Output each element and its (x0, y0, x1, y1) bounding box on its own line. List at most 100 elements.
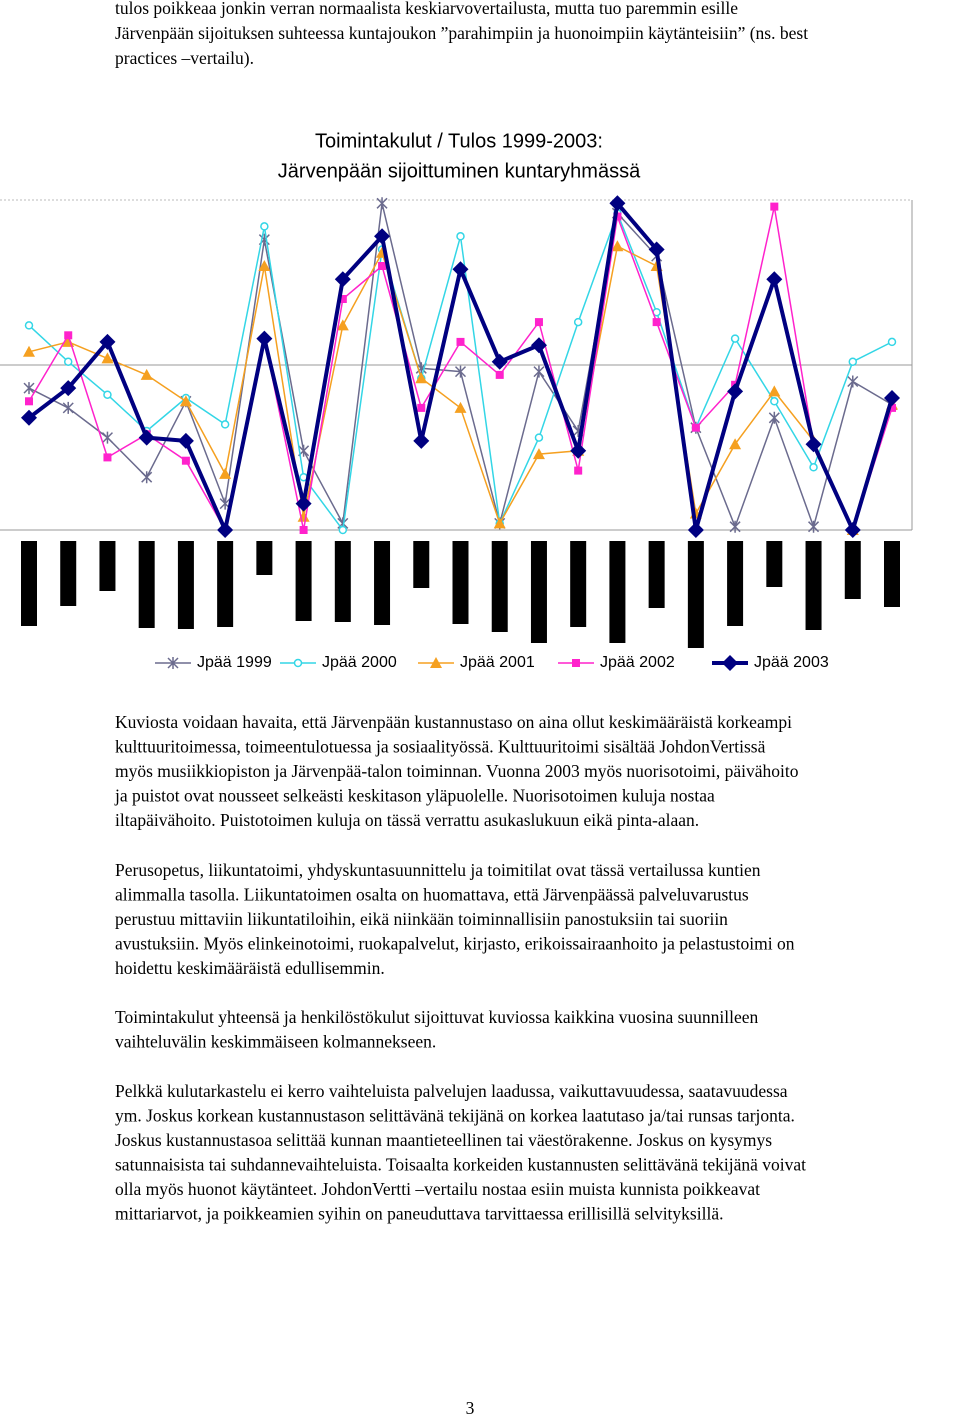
text-line: satunnaisista tai suhdannevaihteluista. … (115, 1155, 806, 1175)
marker (768, 411, 780, 424)
text-line: Joskus kustannustasoa selittää kunnan ma… (115, 1130, 772, 1150)
legend-label: Jpää 1999 (197, 654, 272, 671)
text-line: vaihteluvälin keskimmäiseen kolmanneksee… (115, 1032, 436, 1052)
chart-title: Järvenpään sijoittuminen kuntaryhmässä (278, 160, 641, 182)
marker (847, 375, 859, 388)
bar (217, 541, 234, 627)
text-line: mittariarvot, ja poikkeamien syihin on p… (115, 1204, 723, 1224)
marker (609, 195, 626, 212)
marker (62, 401, 74, 414)
marker (532, 448, 545, 460)
marker (613, 212, 622, 221)
marker (417, 403, 426, 412)
legend-label: Jpää 2002 (600, 654, 675, 671)
bar (413, 541, 430, 588)
marker (766, 271, 783, 288)
marker (336, 319, 349, 331)
text-line: Kuviosta voidaan havaita, että Järvenpää… (115, 712, 792, 732)
bar (884, 541, 900, 607)
chart-title: Toimintakulut / Tulos 1999-2003: (315, 130, 603, 152)
bar (295, 541, 312, 621)
text-line: ym. Joskus korkean kustannustason selitt… (115, 1106, 795, 1126)
text-line: alimmalla tasolla. Liikuntatoimen osalta… (115, 885, 749, 905)
marker (219, 467, 232, 479)
legend-marker (572, 659, 580, 667)
marker (138, 429, 155, 446)
legend-marker (430, 657, 442, 668)
legend-label: Jpää 2000 (322, 654, 397, 671)
bar (60, 541, 77, 606)
marker (805, 436, 822, 453)
text-line: Perusopetus, liikuntatoimi, yhdyskuntasu… (115, 860, 761, 880)
marker (220, 420, 230, 429)
bar (805, 541, 822, 630)
marker (217, 522, 234, 538)
marker (295, 495, 312, 512)
marker (64, 331, 73, 340)
text-line: Järvenpään sijoituksen suhteessa kuntajo… (115, 23, 808, 43)
bar (21, 541, 37, 626)
text-line: olla myös huonot käytänteet. JohdonVertt… (115, 1179, 760, 1199)
marker (611, 240, 624, 252)
marker (495, 370, 504, 379)
marker (258, 260, 271, 271)
marker (884, 390, 900, 406)
marker (648, 241, 665, 258)
marker (727, 383, 744, 400)
marker (534, 433, 544, 442)
marker (376, 197, 388, 210)
marker (456, 232, 465, 241)
marker (570, 442, 587, 459)
text-line: myös musiikkiopiston ja Järvenpää-talon … (115, 761, 799, 781)
marker (887, 337, 897, 347)
text-line: iltapäivähoito. Puistotoimen kuluja on t… (115, 810, 699, 830)
bar (530, 541, 547, 643)
text-line: ja puistot ovat nousseet selkeästi keski… (114, 786, 715, 806)
bar (609, 541, 626, 643)
marker (413, 432, 430, 449)
marker (533, 365, 545, 378)
marker (299, 526, 308, 534)
marker (729, 520, 741, 533)
legend-marker (293, 658, 303, 668)
bar (648, 541, 665, 608)
bar (177, 541, 194, 629)
bar (570, 541, 587, 627)
marker (140, 368, 153, 380)
marker (141, 471, 153, 484)
bar (766, 541, 783, 587)
marker (454, 365, 467, 378)
text-line: avustuksiin. Myös elinkeinotoimi, ruokap… (115, 934, 795, 954)
bar (334, 541, 351, 622)
marker (24, 321, 34, 330)
marker (103, 453, 112, 462)
series-line (28, 245, 893, 533)
marker (374, 228, 391, 245)
bar (256, 541, 273, 575)
legend-marker (167, 657, 179, 669)
marker (103, 390, 112, 399)
marker (378, 262, 387, 270)
legend-label: Jpää 2003 (754, 654, 829, 671)
marker (770, 202, 779, 211)
text-line: hoidettu keskimääräistä edullisemmin. (115, 958, 385, 978)
text-line: Toimintakulut yhteensä ja henkilöstökulu… (115, 1007, 759, 1027)
bar (491, 541, 508, 632)
marker (21, 409, 37, 426)
bar (374, 541, 391, 625)
bar (687, 541, 704, 648)
marker (177, 432, 194, 449)
bar (138, 541, 155, 628)
marker (530, 337, 547, 354)
marker (888, 403, 896, 412)
marker (730, 334, 740, 343)
marker (454, 401, 467, 413)
marker (652, 318, 661, 327)
marker (60, 380, 77, 397)
marker (23, 345, 35, 357)
marker (101, 352, 114, 364)
marker (770, 397, 779, 406)
marker (534, 318, 543, 327)
legend-label: Jpää 2001 (460, 654, 535, 671)
